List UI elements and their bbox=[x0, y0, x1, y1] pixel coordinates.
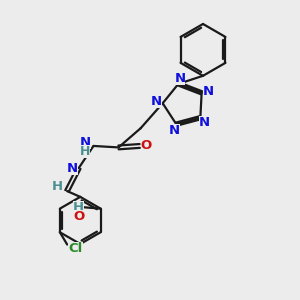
Text: H: H bbox=[80, 145, 90, 158]
Text: O: O bbox=[141, 140, 152, 152]
Text: H: H bbox=[52, 180, 63, 193]
Text: N: N bbox=[199, 116, 210, 129]
Text: O: O bbox=[73, 209, 84, 223]
Text: H: H bbox=[73, 201, 84, 214]
Text: Cl: Cl bbox=[68, 242, 83, 255]
Text: N: N bbox=[151, 95, 162, 108]
Text: N: N bbox=[169, 124, 180, 136]
Text: N: N bbox=[67, 161, 78, 175]
Text: N: N bbox=[80, 136, 91, 149]
Text: N: N bbox=[174, 72, 185, 85]
Text: N: N bbox=[202, 85, 214, 98]
